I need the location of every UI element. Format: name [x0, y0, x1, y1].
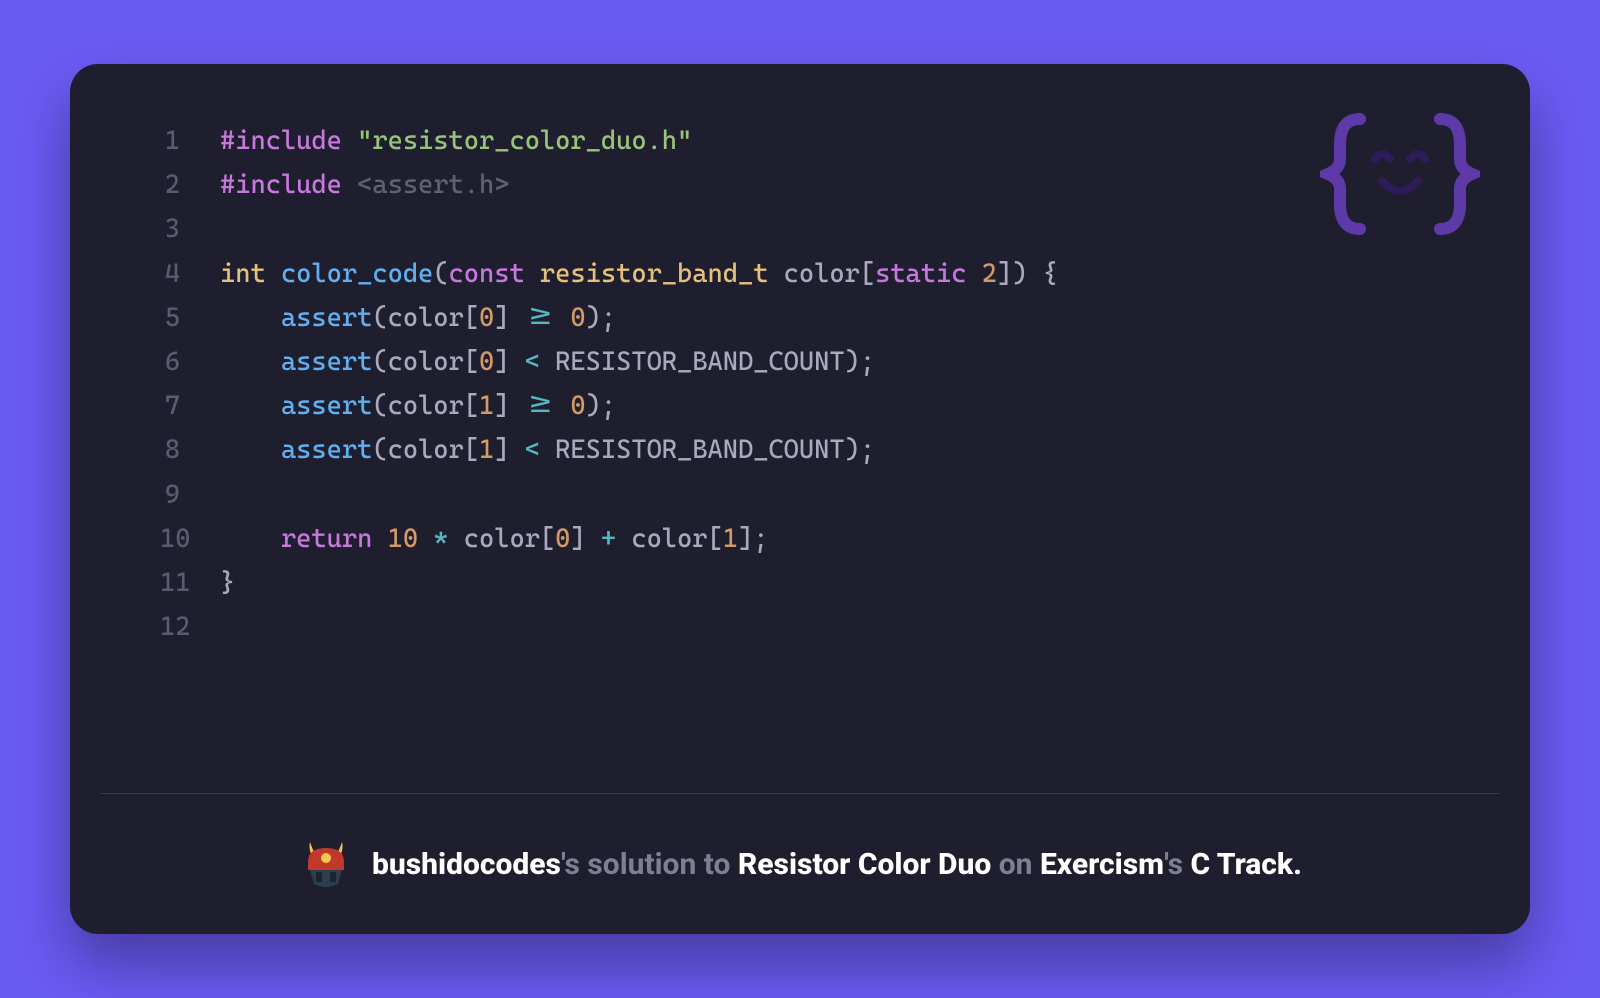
code-line: 5 assert(color[0] >= 0);	[160, 296, 1490, 340]
line-number: 8	[160, 428, 220, 472]
code-line: 3	[160, 207, 1490, 251]
code-area: 1#include "resistor_color_duo.h"2#includ…	[70, 64, 1530, 793]
code-line: 7 assert(color[1] >= 0);	[160, 384, 1490, 428]
code-content	[220, 207, 235, 251]
code-line: 8 assert(color[1] < RESISTOR_BAND_COUNT)…	[160, 428, 1490, 472]
code-line: 10 return 10 * color[0] + color[1];	[160, 517, 1490, 561]
samurai-helmet-icon	[298, 836, 354, 892]
line-number: 10	[160, 517, 220, 561]
code-card: 1#include "resistor_color_duo.h"2#includ…	[70, 64, 1530, 934]
code-content	[220, 605, 235, 649]
track-name: C Track.	[1190, 847, 1302, 882]
text-track-apos: 's	[1164, 847, 1190, 882]
line-number: 5	[160, 296, 220, 340]
code-line: 2#include <assert.h>	[160, 163, 1490, 207]
line-number: 4	[160, 252, 220, 296]
exercism-logo	[1320, 109, 1480, 239]
code-line: 12	[160, 605, 1490, 649]
code-line: 9	[160, 473, 1490, 517]
code-content: #include <assert.h>	[220, 163, 509, 207]
code-content: assert(color[0] >= 0);	[220, 296, 616, 340]
exercise-name: Resistor Color Duo	[738, 847, 991, 882]
code-content: assert(color[0] < RESISTOR_BAND_COUNT);	[220, 340, 875, 384]
line-number: 1	[160, 119, 220, 163]
code-line: 11}	[160, 561, 1490, 605]
username: bushidocodes	[372, 847, 561, 882]
line-number: 12	[160, 605, 220, 649]
line-number: 3	[160, 207, 220, 251]
attribution-text: bushidocodes's solution to Resistor Colo…	[372, 847, 1302, 882]
code-line: 1#include "resistor_color_duo.h"	[160, 119, 1490, 163]
code-line: 4int color_code(const resistor_band_t co…	[160, 252, 1490, 296]
code-content: return 10 * color[0] + color[1];	[220, 517, 768, 561]
attribution-footer: bushidocodes's solution to Resistor Colo…	[70, 794, 1530, 934]
line-number: 9	[160, 473, 220, 517]
line-number: 2	[160, 163, 220, 207]
platform-name: Exercism	[1040, 847, 1164, 882]
code-block: 1#include "resistor_color_duo.h"2#includ…	[160, 119, 1490, 649]
text-apos: 's	[561, 847, 587, 882]
code-content: #include "resistor_color_duo.h"	[220, 119, 692, 163]
code-content: assert(color[1] >= 0);	[220, 384, 616, 428]
code-content: assert(color[1] < RESISTOR_BAND_COUNT);	[220, 428, 875, 472]
line-number: 6	[160, 340, 220, 384]
code-line: 6 assert(color[0] < RESISTOR_BAND_COUNT)…	[160, 340, 1490, 384]
line-number: 7	[160, 384, 220, 428]
code-content: int color_code(const resistor_band_t col…	[220, 252, 1058, 296]
text-solution: solution to	[587, 847, 738, 882]
code-content: }	[220, 561, 235, 605]
text-on: on	[991, 847, 1040, 882]
code-content	[220, 473, 235, 517]
line-number: 11	[160, 561, 220, 605]
